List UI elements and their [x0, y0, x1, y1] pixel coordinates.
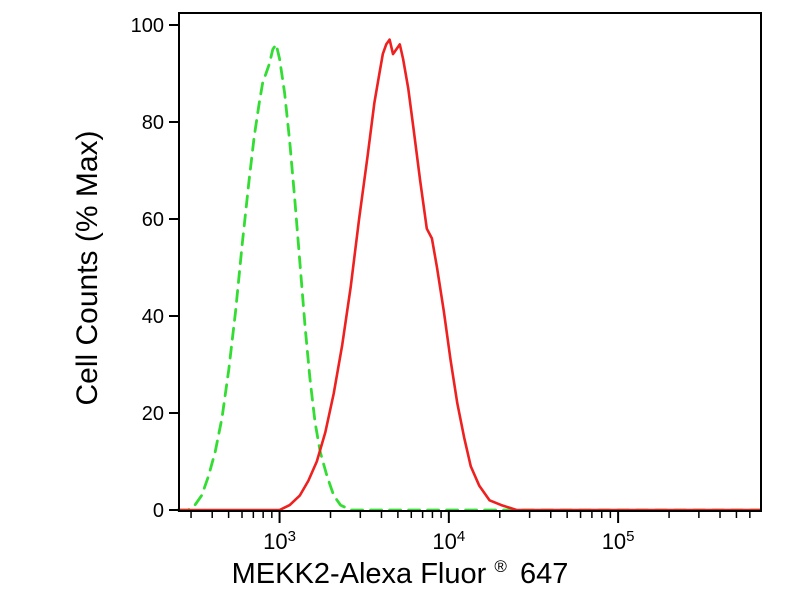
y-tick-label: 40	[142, 306, 164, 328]
x-tick-base: 10	[263, 529, 287, 554]
x-tick-base: 10	[432, 529, 456, 554]
x-axis-label-main: MEKK2-Alexa Fluor	[232, 558, 487, 590]
y-tick-label: 20	[142, 403, 164, 425]
x-tick-exponent: 3	[288, 528, 296, 545]
x-tick-base: 10	[602, 529, 626, 554]
x-axis-label: MEKK2-Alexa Fluor ® 647	[232, 547, 569, 590]
y-tick-label: 100	[131, 15, 164, 37]
y-tick-label: 60	[142, 209, 164, 231]
x-tick-exponent: 4	[457, 528, 465, 545]
x-tick-label: 103	[263, 528, 296, 554]
registered-trademark-icon: ®	[494, 557, 507, 576]
y-tick-label: 0	[153, 500, 164, 522]
stained-curve	[178, 38, 762, 512]
x-tick-exponent: 5	[626, 528, 634, 545]
y-tick-label: 80	[142, 112, 164, 134]
axis-ticks	[169, 24, 751, 523]
control-curve	[176, 43, 762, 512]
histogram-curves	[176, 38, 762, 512]
x-tick-label: 104	[432, 528, 465, 554]
plot-background	[179, 13, 761, 511]
x-axis-label-suffix: 647	[520, 558, 568, 590]
y-axis-label: Cell Counts (% Max)	[71, 130, 104, 405]
plot-border	[178, 12, 762, 512]
x-tick-label: 105	[602, 528, 635, 554]
